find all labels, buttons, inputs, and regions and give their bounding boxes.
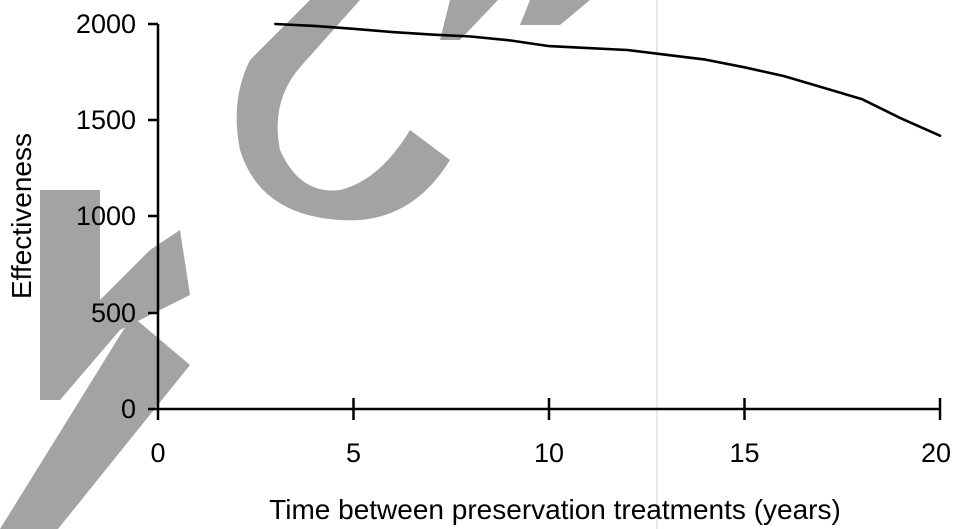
y-tick-label-2000: 2000 (76, 9, 136, 39)
x-tick-label-0: 0 (150, 438, 165, 468)
x-axis-title: Time between preservation treatments (ye… (269, 494, 841, 525)
y-ticks (148, 22, 158, 411)
x-tick-label-15: 15 (729, 438, 759, 468)
series-line-effectiveness (274, 22, 942, 137)
x-tick-label-20: 20 (921, 438, 951, 468)
y-tick-labels: 0 500 1000 1500 2000 (76, 9, 136, 424)
x-tick-labels: 0 5 10 15 20 (150, 438, 951, 468)
x-ticks (156, 398, 942, 420)
series-layer (274, 22, 942, 137)
y-tick-label-1000: 1000 (76, 201, 136, 231)
x-tick-label-10: 10 (534, 438, 564, 468)
x-tick-label-5: 5 (346, 438, 361, 468)
watermark-stroke-1 (0, 316, 190, 529)
y-tick-label-0: 0 (121, 394, 136, 424)
y-tick-label-500: 500 (91, 298, 136, 328)
y-tick-label-1500: 1500 (76, 105, 136, 135)
watermark (0, 0, 590, 529)
watermark-stroke-4 (440, 0, 498, 40)
watermark-stroke-2 (40, 190, 190, 400)
watermark-stroke-3 (236, 0, 450, 221)
watermark-stroke-5 (520, 0, 590, 25)
y-axis-title: Effectiveness (6, 133, 37, 299)
